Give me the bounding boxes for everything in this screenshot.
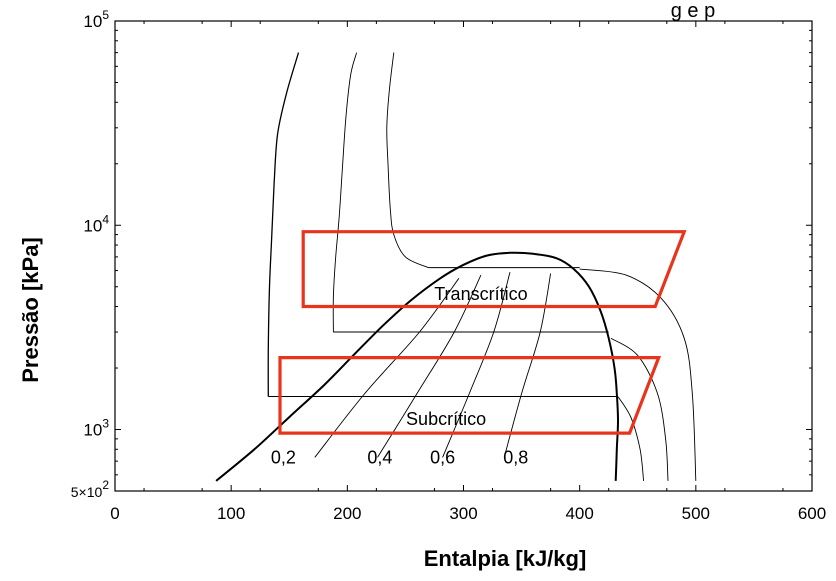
quality-label: 0,6 <box>430 447 455 467</box>
x-axis-title: Entalpia [kJ/kg] <box>424 546 587 571</box>
y-tick-label: 5×102 <box>71 478 110 500</box>
quality-labels: 0,2 0,4 0,6 0,8 <box>271 447 528 467</box>
quality-line <box>442 271 511 458</box>
quality-line <box>377 274 482 458</box>
isotherm-lines <box>267 52 429 397</box>
x-tick-label: 600 <box>798 504 826 523</box>
y-tick-labels: 5×102 103 104 105 <box>71 8 110 500</box>
y-tick-label: 105 <box>83 8 109 31</box>
quality-label: 0,4 <box>367 447 392 467</box>
x-tick-label: 100 <box>217 504 245 523</box>
y-tick-marks <box>115 29 812 492</box>
isotherm-line <box>332 52 358 333</box>
x-tick-label: 300 <box>449 504 477 523</box>
y-tick-label: 104 <box>83 212 109 235</box>
x-tick-labels: 0 100 200 300 400 500 600 <box>110 504 826 523</box>
top-partial-text: g e p <box>671 0 715 22</box>
isobar-lines <box>268 267 617 398</box>
quality-line <box>503 273 552 458</box>
region-label: Transcrítico <box>434 284 527 304</box>
isotherm-line <box>386 52 429 269</box>
x-tick-label: 400 <box>565 504 593 523</box>
quality-line <box>314 278 460 458</box>
saturation-dome <box>215 251 620 482</box>
quality-lines <box>314 271 552 458</box>
y-tick-label: 103 <box>83 417 109 440</box>
x-tick-marks <box>114 21 813 491</box>
region-boxes: Transcrítico Subcrítico <box>278 230 687 435</box>
saturation-dome-group <box>215 251 620 482</box>
outer-isotherm-curve <box>579 268 697 481</box>
quality-label: 0,8 <box>503 447 528 467</box>
y-axis-title: Pressão [kPa] <box>18 237 43 383</box>
outer-curves <box>579 268 697 481</box>
quality-label: 0,2 <box>271 447 296 467</box>
outer-isotherm-curve <box>617 396 645 481</box>
region-box <box>278 356 662 435</box>
isotherm-line <box>267 52 300 397</box>
region-label: Subcrítico <box>406 409 486 429</box>
outer-isotherm-curve <box>610 337 669 481</box>
region-box <box>301 230 687 309</box>
x-tick-label: 500 <box>682 504 710 523</box>
x-tick-label: 200 <box>333 504 361 523</box>
x-tick-label: 0 <box>110 504 119 523</box>
